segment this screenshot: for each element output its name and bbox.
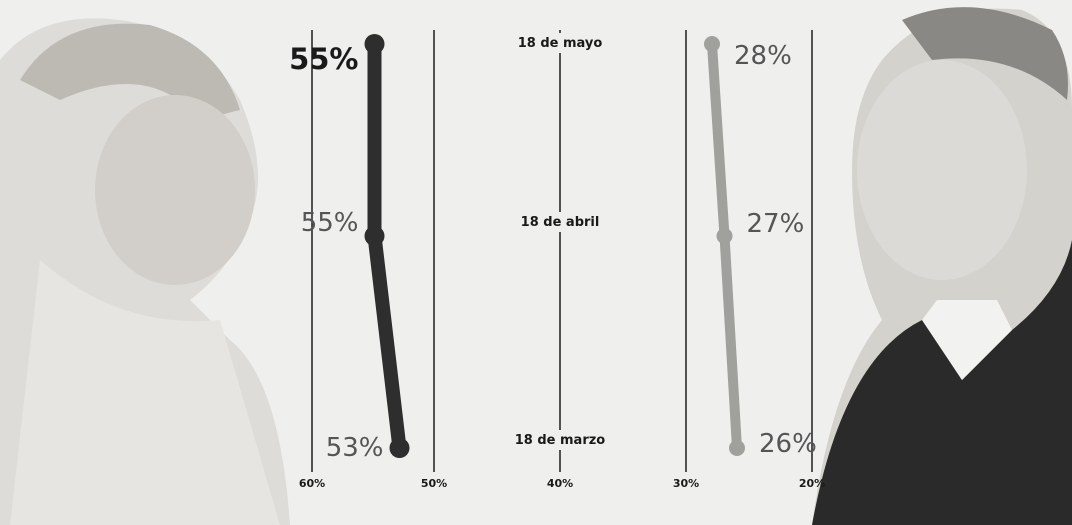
series-1-point [364, 226, 385, 246]
x-tick-label: 20% [799, 477, 825, 490]
series-1-point [389, 438, 410, 458]
x-tick-label: 50% [421, 477, 447, 490]
left-portrait [0, 18, 290, 525]
date-label-bg [496, 33, 624, 53]
series-2-point [729, 440, 745, 456]
date-label: 18 de mayo [518, 36, 603, 51]
data-label: 55% [301, 208, 359, 238]
x-tick-label: 40% [547, 477, 573, 490]
series-2-segment [719, 231, 742, 453]
series-2-segment [707, 39, 730, 241]
series-2-point [704, 36, 720, 52]
x-tick-label: 60% [299, 477, 325, 490]
data-label: 27% [747, 209, 805, 239]
data-label: 26% [759, 429, 817, 459]
series-1-point [364, 34, 385, 54]
series-2-point [716, 228, 733, 244]
date-label: 18 de abril [521, 215, 600, 230]
data-label: 53% [326, 433, 384, 463]
data-label: 28% [734, 41, 792, 71]
series-1-segment [367, 229, 407, 455]
date-label-bg [496, 430, 624, 450]
data-label: 55% [289, 42, 358, 76]
date-label-bg [496, 212, 624, 232]
date-label: 18 de marzo [515, 433, 606, 448]
x-tick-label: 30% [673, 477, 699, 490]
right-portrait [812, 7, 1072, 525]
